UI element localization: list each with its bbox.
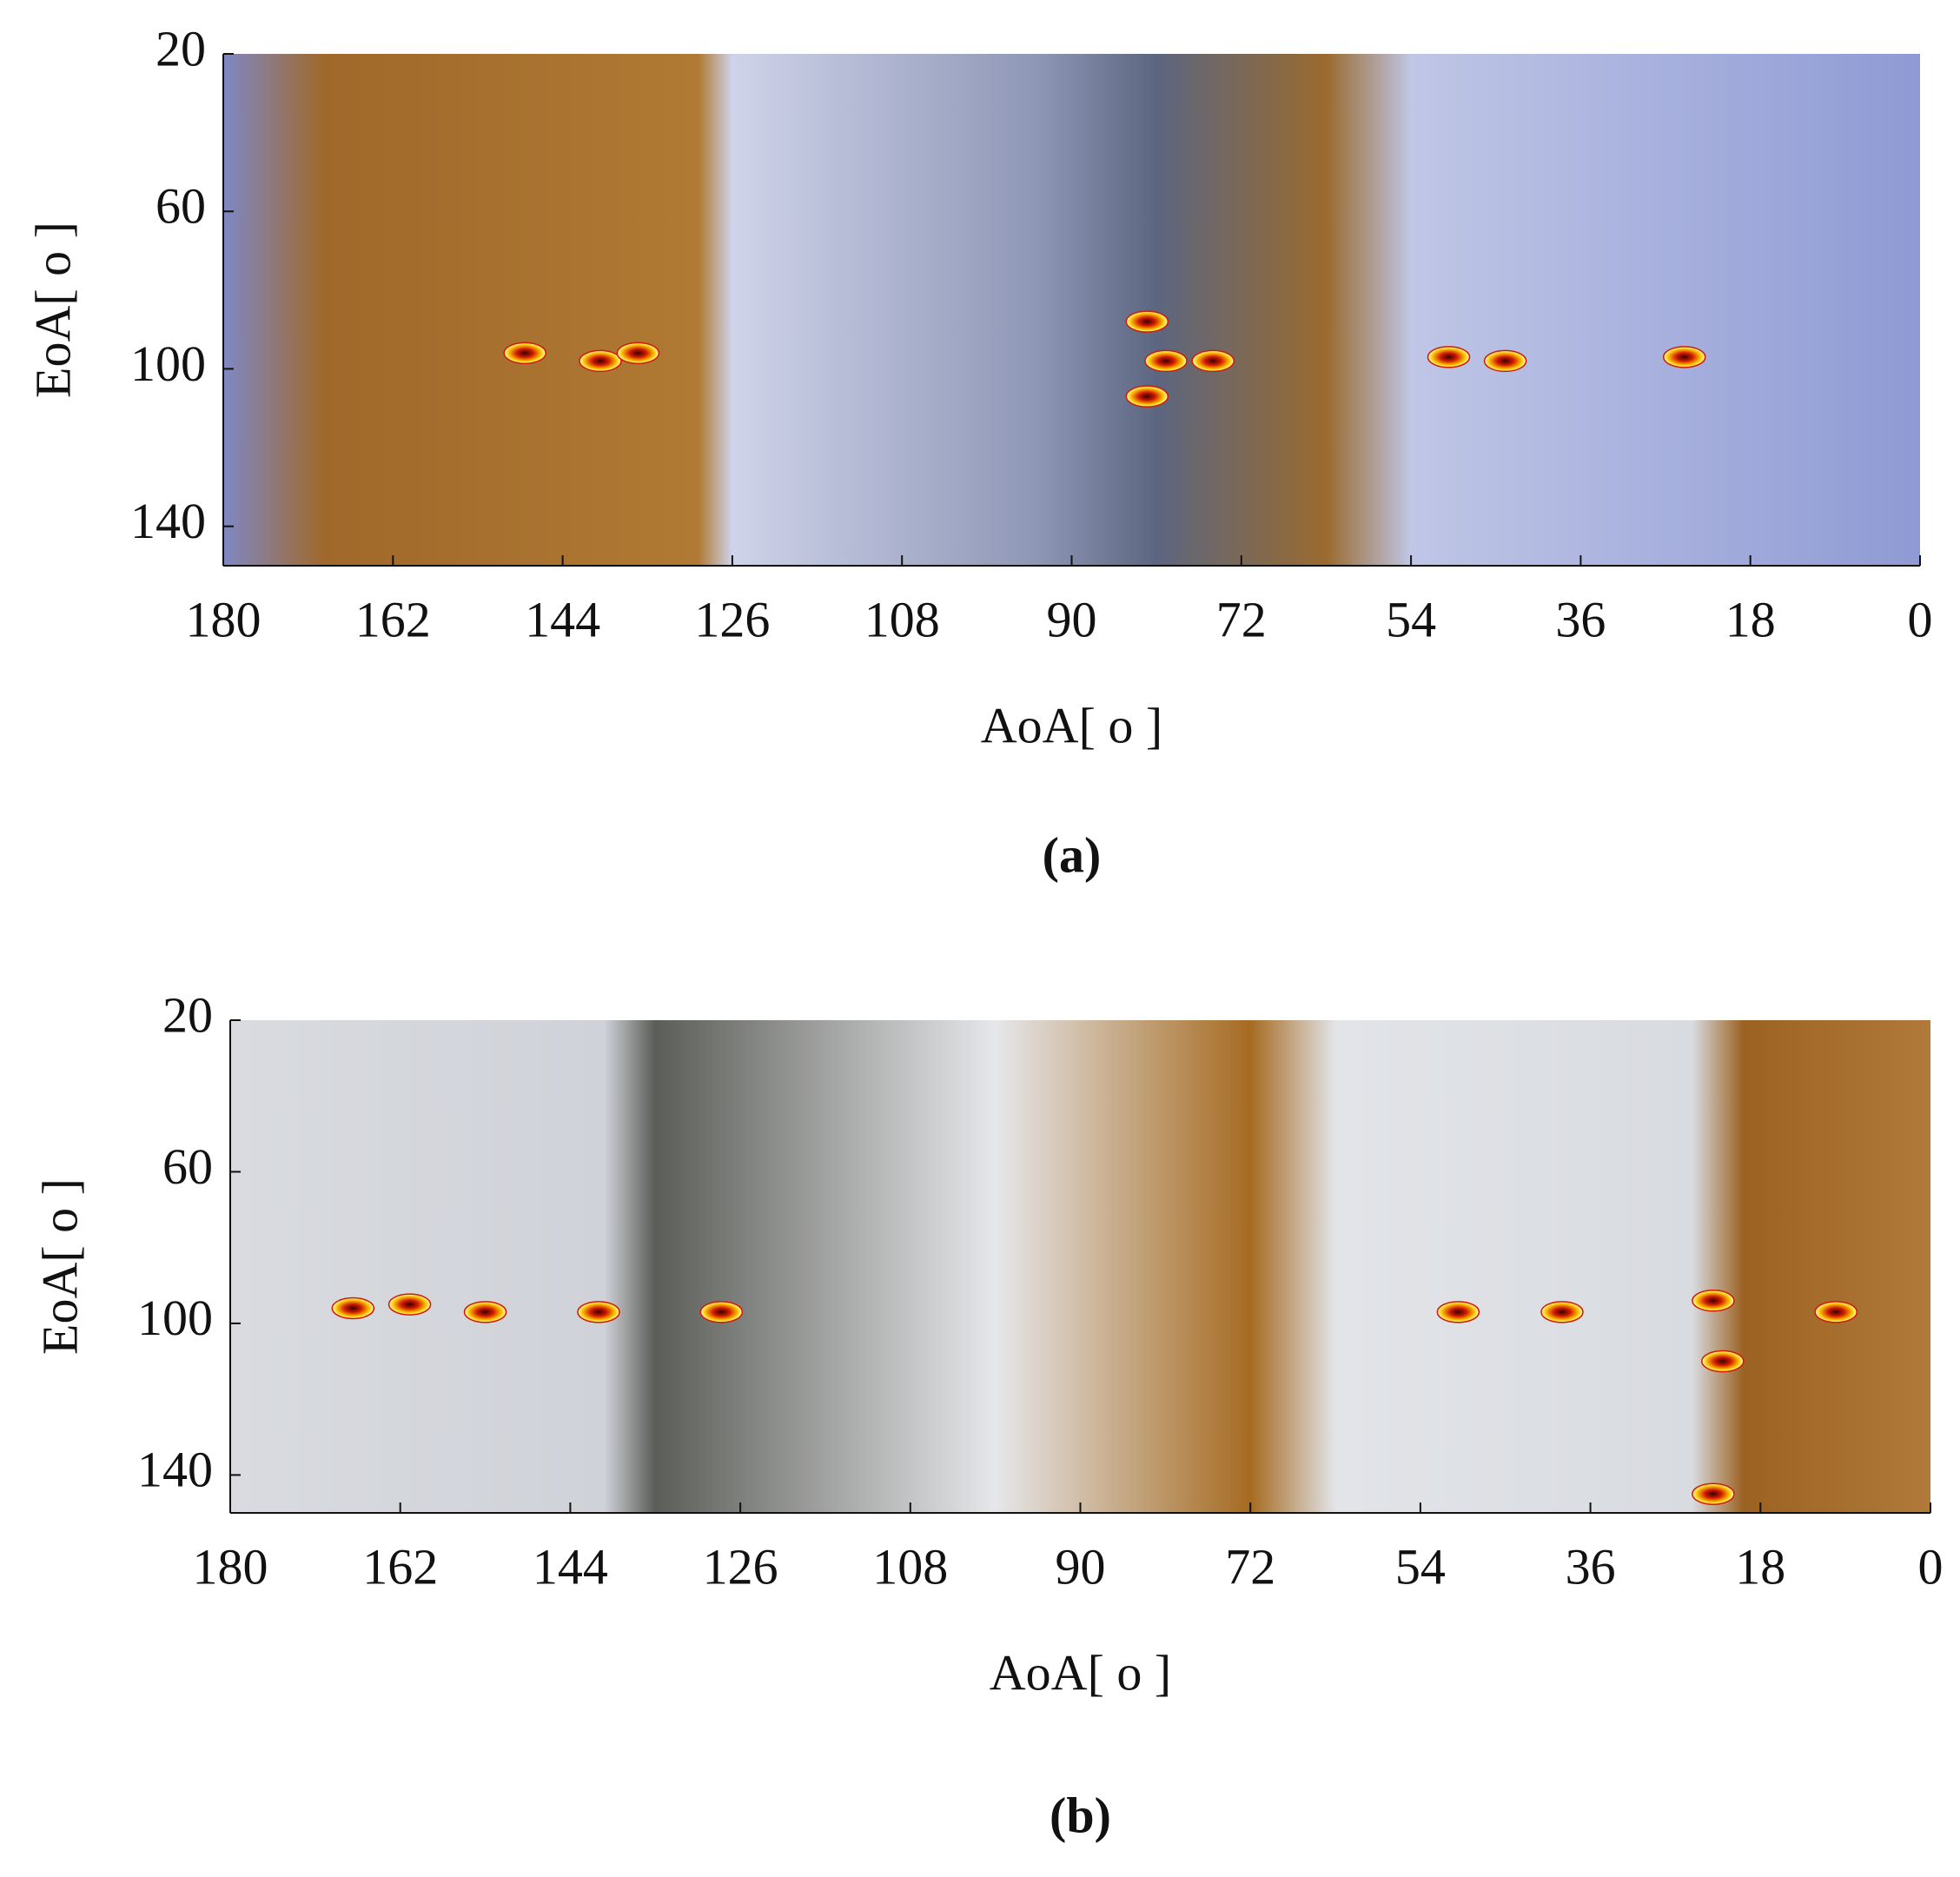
x-tick-label: 36 (1555, 591, 1606, 647)
x-tick-label: 0 (1918, 1538, 1943, 1595)
y-tick-label: 100 (130, 335, 206, 392)
x-tick-label: 36 (1566, 1538, 1616, 1595)
path-cluster (1144, 349, 1188, 373)
path-cluster (1191, 349, 1235, 373)
x-tick-label: 90 (1056, 1538, 1106, 1595)
path-cluster (1692, 1290, 1735, 1312)
path-cluster (1663, 346, 1706, 368)
figure-root: 180 162 144 126 108 90 72 54 36 18 02060100140AoA[… (24, 20, 1943, 1843)
path-cluster (463, 1301, 507, 1323)
x-tick-label: 126 (694, 591, 770, 647)
x-tick-label: 180 (186, 591, 262, 647)
path-cluster (579, 349, 622, 373)
x-tick-label: 144 (533, 1538, 608, 1595)
path-cluster (1436, 1301, 1480, 1323)
x-tick-label: 90 (1047, 591, 1097, 647)
path-cluster (1701, 1350, 1745, 1373)
x-axis-label: AoA[ o ] (990, 1644, 1171, 1701)
x-tick-label: 54 (1395, 1538, 1446, 1595)
path-cluster (1125, 310, 1169, 333)
path-cluster (503, 342, 546, 365)
path-cluster (699, 1301, 744, 1323)
x-tick-label: 108 (872, 1538, 948, 1595)
path-cluster (577, 1301, 620, 1323)
x-tick-label: 126 (703, 1538, 778, 1595)
panel-label: (b) (1050, 1787, 1111, 1843)
y-tick-label: 60 (156, 178, 206, 235)
path-cluster (1483, 349, 1527, 373)
x-tick-label: 18 (1725, 591, 1776, 647)
y-axis-label: EoA[ o ] (24, 222, 81, 398)
x-tick-label: 0 (1908, 591, 1933, 647)
path-cluster (1814, 1301, 1858, 1323)
y-tick-label: 100 (137, 1290, 213, 1346)
photo-background (223, 54, 1920, 566)
x-tick-label: 72 (1216, 591, 1267, 647)
photo-background (230, 1020, 1930, 1513)
path-cluster (331, 1297, 375, 1320)
x-tick-label: 108 (864, 591, 940, 647)
x-tick-label: 72 (1225, 1538, 1275, 1595)
x-tick-label: 54 (1386, 591, 1436, 647)
path-cluster (616, 342, 660, 365)
path-cluster (1125, 385, 1169, 408)
x-tick-label: 162 (355, 591, 431, 647)
y-tick-label: 20 (156, 20, 206, 76)
path-cluster (387, 1293, 432, 1316)
y-tick-label: 140 (130, 493, 206, 549)
x-tick-label: 162 (362, 1538, 438, 1595)
x-tick-label: 18 (1735, 1538, 1785, 1595)
path-cluster (1427, 346, 1471, 368)
x-tick-label: 144 (525, 591, 600, 647)
x-tick-label: 180 (193, 1538, 268, 1595)
y-tick-label: 60 (162, 1138, 213, 1195)
path-cluster (1692, 1482, 1735, 1505)
y-tick-label: 20 (162, 986, 213, 1043)
x-axis-label: AoA[ o ] (981, 697, 1162, 753)
path-cluster (1540, 1301, 1584, 1323)
y-tick-label: 140 (137, 1442, 213, 1498)
panel-label: (a) (1043, 826, 1102, 883)
y-axis-label: EoA[ o ] (31, 1178, 88, 1355)
